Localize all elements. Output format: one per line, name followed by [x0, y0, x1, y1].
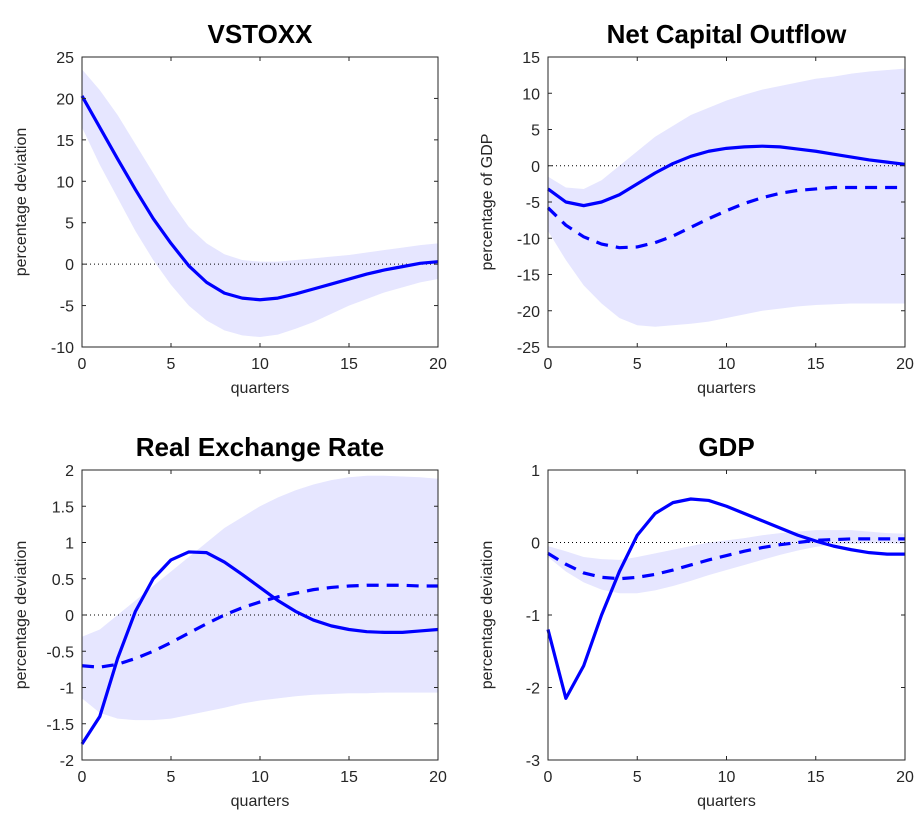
- y-tick-label: -20: [517, 304, 540, 321]
- line-series: [547, 144, 906, 208]
- x-tick-label: 5: [633, 356, 642, 373]
- x-tick-label: 10: [718, 356, 736, 373]
- y-tick-label: -1: [60, 681, 74, 698]
- x-axis-label: quarters: [231, 380, 290, 397]
- y-tick-label: 10: [522, 86, 540, 103]
- x-tick-label: 10: [251, 769, 269, 786]
- x-tick-label: 0: [78, 356, 87, 373]
- x-tick-label: 0: [78, 769, 87, 786]
- x-tick-label: 0: [544, 356, 553, 373]
- y-tick-label: 0: [531, 536, 540, 553]
- y-tick-label: 20: [56, 91, 74, 108]
- y-tick-label: 0: [531, 159, 540, 176]
- y-tick-label: -1: [526, 608, 540, 625]
- x-tick-label: 10: [718, 769, 736, 786]
- chart-title: GDP: [698, 432, 754, 462]
- y-tick-label: -15: [517, 268, 540, 285]
- x-tick-label: 15: [807, 356, 825, 373]
- y-tick-label: -0.5: [46, 644, 74, 661]
- x-tick-label: 5: [633, 769, 642, 786]
- y-tick-label: 15: [522, 50, 540, 67]
- x-axis-label: quarters: [697, 380, 756, 397]
- y-tick-label: 5: [65, 216, 74, 233]
- y-tick-label: -1.5: [46, 717, 74, 734]
- x-tick-label: 20: [896, 356, 914, 373]
- x-axis-label: quarters: [697, 793, 756, 810]
- chart-title: Real Exchange Rate: [136, 432, 385, 462]
- x-tick-label: 20: [429, 356, 447, 373]
- y-tick-label: 5: [531, 123, 540, 140]
- confidence-band: [548, 530, 905, 594]
- x-tick-label: 5: [167, 356, 176, 373]
- y-tick-label: 1: [65, 536, 74, 553]
- y-tick-label: 1: [531, 463, 540, 480]
- y-tick-label: -5: [526, 195, 540, 212]
- x-tick-label: 15: [340, 769, 358, 786]
- y-tick-label: 15: [56, 133, 74, 150]
- x-tick-label: 10: [251, 356, 269, 373]
- y-axis-label: percentage deviation: [13, 128, 30, 277]
- subplot: 0 5 10 15 20 -2 -1.5 -1 -0.5 0 0.5 1 1.5 2 Real Exchan…: [13, 432, 447, 810]
- x-axis-label: quarters: [231, 793, 290, 810]
- y-tick-label: -2: [526, 681, 540, 698]
- line-series: [547, 537, 905, 581]
- y-tick-label: 25: [56, 50, 74, 67]
- y-tick-label: 0: [65, 608, 74, 625]
- confidence-band: [548, 68, 905, 327]
- y-tick-label: -10: [51, 340, 74, 357]
- x-tick-label: 20: [429, 769, 447, 786]
- subplot: 0 5 10 15 20 -25 -20 -15 -10 -5 0 5 10 15 Net Capital …: [479, 19, 914, 397]
- y-tick-label: -3: [526, 753, 540, 770]
- y-tick-label: 2: [65, 463, 74, 480]
- confidence-band: [82, 69, 438, 338]
- line-series: [546, 497, 905, 700]
- x-tick-label: 5: [167, 769, 176, 786]
- x-tick-label: 20: [896, 769, 914, 786]
- y-tick-label: 10: [56, 174, 74, 191]
- y-axis-label: percentage deviation: [13, 541, 30, 690]
- line-series: [81, 583, 438, 669]
- y-tick-label: 0.5: [52, 572, 74, 589]
- y-tick-label: -10: [517, 231, 540, 248]
- y-axis-label: percentage of GDP: [479, 134, 496, 271]
- y-tick-label: 0: [65, 257, 74, 274]
- y-tick-label: -25: [517, 340, 540, 357]
- subplot: 0 5 10 15 20 -3 -2 -1 0 1 GDP quarters percentage de…: [479, 432, 914, 810]
- chart-title: VSTOXX: [207, 19, 313, 49]
- line-series: [546, 185, 905, 250]
- chart-title: Net Capital Outflow: [607, 19, 848, 49]
- x-tick-label: 0: [544, 769, 553, 786]
- y-tick-label: -5: [60, 299, 74, 316]
- y-tick-label: -2: [60, 753, 74, 770]
- x-tick-label: 15: [807, 769, 825, 786]
- x-tick-label: 15: [340, 356, 358, 373]
- y-tick-label: 1.5: [52, 499, 74, 516]
- line-series: [80, 95, 439, 302]
- confidence-band: [82, 475, 438, 721]
- line-series: [80, 550, 439, 745]
- y-axis-label: percentage deviation: [479, 541, 496, 690]
- subplot: 0 5 10 15 20 -10 -5 0 5 10 15 20 25 VSTOXX quarters per…: [13, 19, 447, 397]
